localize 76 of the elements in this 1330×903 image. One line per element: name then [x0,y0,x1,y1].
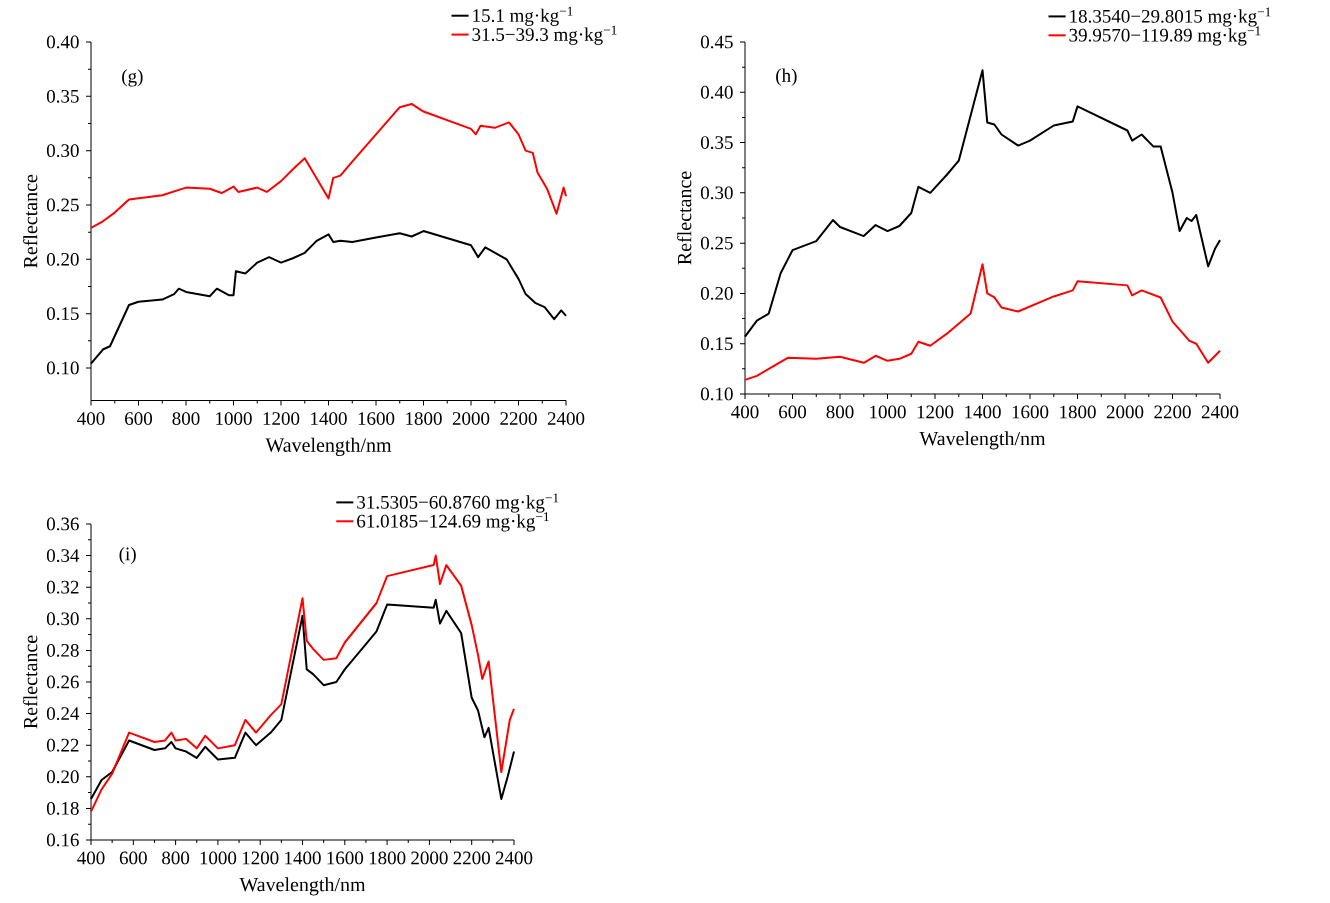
y-tick-label: 0.30 [46,144,79,158]
y-tick-label: 0.32 [46,580,79,594]
y-tick-label: 0.34 [46,549,80,563]
x-tick-label: 400 [77,412,105,425]
x-tick-label: 1600 [327,851,364,865]
x-tick-label: 2000 [452,412,490,425]
x-tick-label: 2000 [411,851,448,865]
annotation: (h) [776,68,797,86]
x-tick-label: 800 [162,851,190,865]
y-axis-title: Reflectance [23,174,38,268]
y-tick-label: 0.24 [46,707,80,721]
y-tick-label: 0.35 [46,89,79,103]
x-tick-label: 2400 [495,851,533,865]
y-tick-label: 0.15 [46,307,79,321]
x-axis-title: Wavelength/nm [265,437,392,457]
x-tick-label: 600 [779,405,807,419]
x-tick-label: 1400 [285,851,321,865]
legend-label: 18.3540−29.8015 mg·kg$^{−1}$ [1070,7,1271,27]
legend-label: 39.9570−119.89 mg·kg$^{−1}$ [1069,26,1261,46]
x-tick-label: 2000 [1106,405,1144,419]
y-tick-label: 0.20 [46,252,79,266]
x-tick-label: 2400 [547,412,585,425]
x-tick-label: 600 [119,851,147,865]
y-tick-label: 0.30 [700,186,733,200]
line-series [744,263,1222,381]
x-tick-label: 1400 [311,412,347,425]
y-tick-label: 0.25 [700,236,733,250]
y-tick-label: 0.16 [46,833,79,847]
x-axis-title: Wavelength/nm [919,431,1046,450]
legend-label: 15.1 mg·kg$^{−1}$ [473,6,573,26]
x-tick-label: 600 [125,412,153,425]
x-tick-label: 1800 [1060,405,1096,419]
x-tick-label: 400 [77,851,105,865]
y-tick-label: 0.40 [46,35,79,49]
legend-label: 31.5305−60.8760 mg·kg$^{−1}$ [357,493,559,513]
y-axis-title: Reflectance [23,635,38,729]
y-tick-label: 0.18 [46,801,79,815]
y-tick-label: 0.36 [46,517,79,531]
x-tick-label: 1000 [870,405,906,419]
y-tick-label: 0.28 [46,643,79,657]
x-tick-label: 1000 [216,412,252,425]
y-axis-title: Reflectance [677,171,692,265]
y-tick-label: 0.20 [46,770,79,784]
annotation: (g) [122,69,143,87]
y-tick-label: 0.25 [46,198,79,212]
x-axis-title: Wavelength/nm [239,877,366,896]
x-tick-label: 1800 [369,851,406,865]
x-tick-label: 1400 [965,405,1001,419]
x-tick-label: 2200 [453,851,490,865]
y-tick-label: 0.26 [46,675,79,689]
x-tick-label: 800 [172,412,200,425]
x-tick-label: 800 [826,405,854,419]
x-tick-label: 1200 [242,851,279,865]
x-tick-label: 1000 [200,851,237,865]
x-tick-label: 1600 [1012,405,1049,419]
annotation: (i) [119,547,136,565]
y-tick-label: 0.35 [700,136,733,150]
x-tick-label: 2200 [500,412,537,425]
y-tick-label: 0.40 [700,85,733,99]
y-tick-label: 0.10 [700,387,733,401]
legend-label: 31.5−39.3 mg·kg$^{−1}$ [472,25,617,45]
x-tick-label: 2200 [1154,405,1191,419]
y-tick-label: 0.10 [46,361,79,375]
x-tick-label: 400 [731,405,759,419]
y-tick-label: 0.22 [46,738,79,752]
x-tick-label: 2400 [1201,405,1239,419]
x-tick-label: 1200 [263,412,300,425]
y-tick-label: 0.45 [700,35,733,49]
y-tick-label: 0.30 [46,612,79,626]
x-tick-label: 1800 [406,412,442,425]
y-tick-label: 0.15 [700,337,733,351]
y-tick-label: 0.20 [700,286,733,300]
x-tick-label: 1600 [358,412,395,425]
x-tick-label: 1200 [917,405,954,419]
line-series [90,102,568,229]
legend-label: 61.0185−124.69 mg·kg$^{−1}$ [357,512,549,532]
